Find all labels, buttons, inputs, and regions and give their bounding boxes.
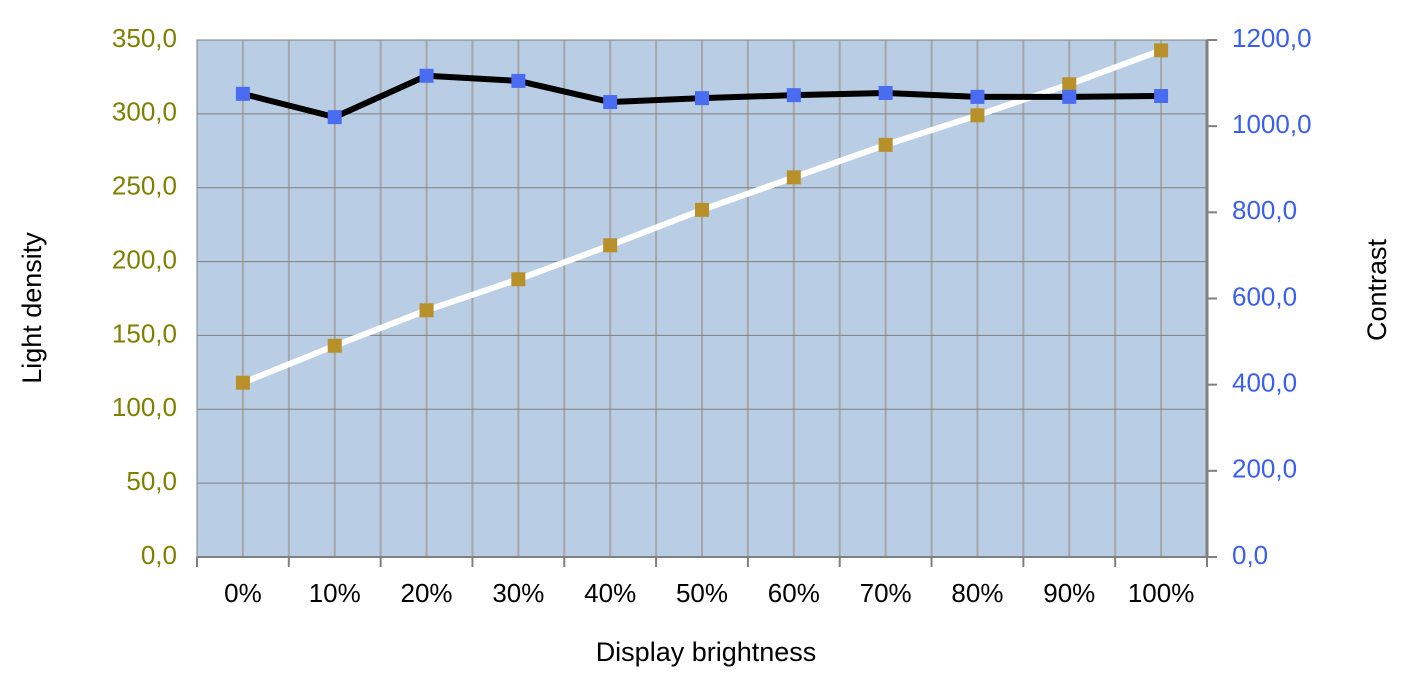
y-tick-label: 250,0 bbox=[112, 171, 177, 201]
x-tick-label: 50% bbox=[676, 578, 728, 608]
marker bbox=[1154, 89, 1169, 104]
marker bbox=[511, 73, 526, 88]
x-tick-label: 0% bbox=[224, 578, 262, 608]
y2-tick-label: 0,0 bbox=[1232, 540, 1268, 570]
marker bbox=[878, 85, 893, 100]
marker bbox=[1062, 77, 1077, 92]
marker bbox=[419, 303, 434, 318]
marker bbox=[327, 338, 342, 353]
x-tick-label: 60% bbox=[768, 578, 820, 608]
marker bbox=[970, 108, 985, 123]
y-tick-label: 300,0 bbox=[112, 97, 177, 127]
marker bbox=[511, 272, 526, 287]
x-tick-label: 30% bbox=[492, 578, 544, 608]
y-tick-label: 350,0 bbox=[112, 23, 177, 53]
y2-tick-label: 1000,0 bbox=[1232, 109, 1312, 139]
x-tick-label: 10% bbox=[309, 578, 361, 608]
x-tick-label: 100% bbox=[1128, 578, 1195, 608]
marker bbox=[603, 238, 618, 253]
marker bbox=[1062, 89, 1077, 104]
marker bbox=[695, 202, 709, 217]
y-axis-title: Light density bbox=[17, 232, 47, 384]
marker bbox=[1154, 43, 1169, 58]
y2-tick-label: 800,0 bbox=[1232, 195, 1297, 225]
x-tick-label: 20% bbox=[401, 578, 453, 608]
y2-tick-label: 200,0 bbox=[1232, 454, 1297, 484]
marker bbox=[419, 68, 434, 83]
y2-tick-label: 400,0 bbox=[1232, 368, 1297, 398]
marker bbox=[695, 91, 709, 106]
marker bbox=[603, 95, 618, 110]
y2-tick-label: 600,0 bbox=[1232, 281, 1297, 311]
y2-tick-label: 1200,0 bbox=[1232, 23, 1312, 53]
x-tick-label: 90% bbox=[1043, 578, 1095, 608]
y-tick-label: 50,0 bbox=[126, 466, 177, 496]
marker bbox=[878, 137, 893, 152]
marker bbox=[235, 86, 250, 101]
x-tick-label: 40% bbox=[584, 578, 636, 608]
x-axis-title: Display brightness bbox=[596, 637, 817, 667]
y-tick-label: 0,0 bbox=[141, 540, 177, 570]
x-tick-label: 80% bbox=[951, 578, 1003, 608]
y-tick-label: 200,0 bbox=[112, 244, 177, 274]
marker bbox=[786, 170, 801, 185]
y-tick-label: 100,0 bbox=[112, 392, 177, 422]
marker bbox=[327, 110, 342, 125]
y-tick-label: 150,0 bbox=[112, 318, 177, 348]
y2-axis-title: Contrast bbox=[1362, 238, 1392, 341]
marker bbox=[970, 89, 985, 104]
x-tick-label: 70% bbox=[860, 578, 912, 608]
marker bbox=[235, 375, 250, 390]
marker bbox=[786, 88, 801, 103]
